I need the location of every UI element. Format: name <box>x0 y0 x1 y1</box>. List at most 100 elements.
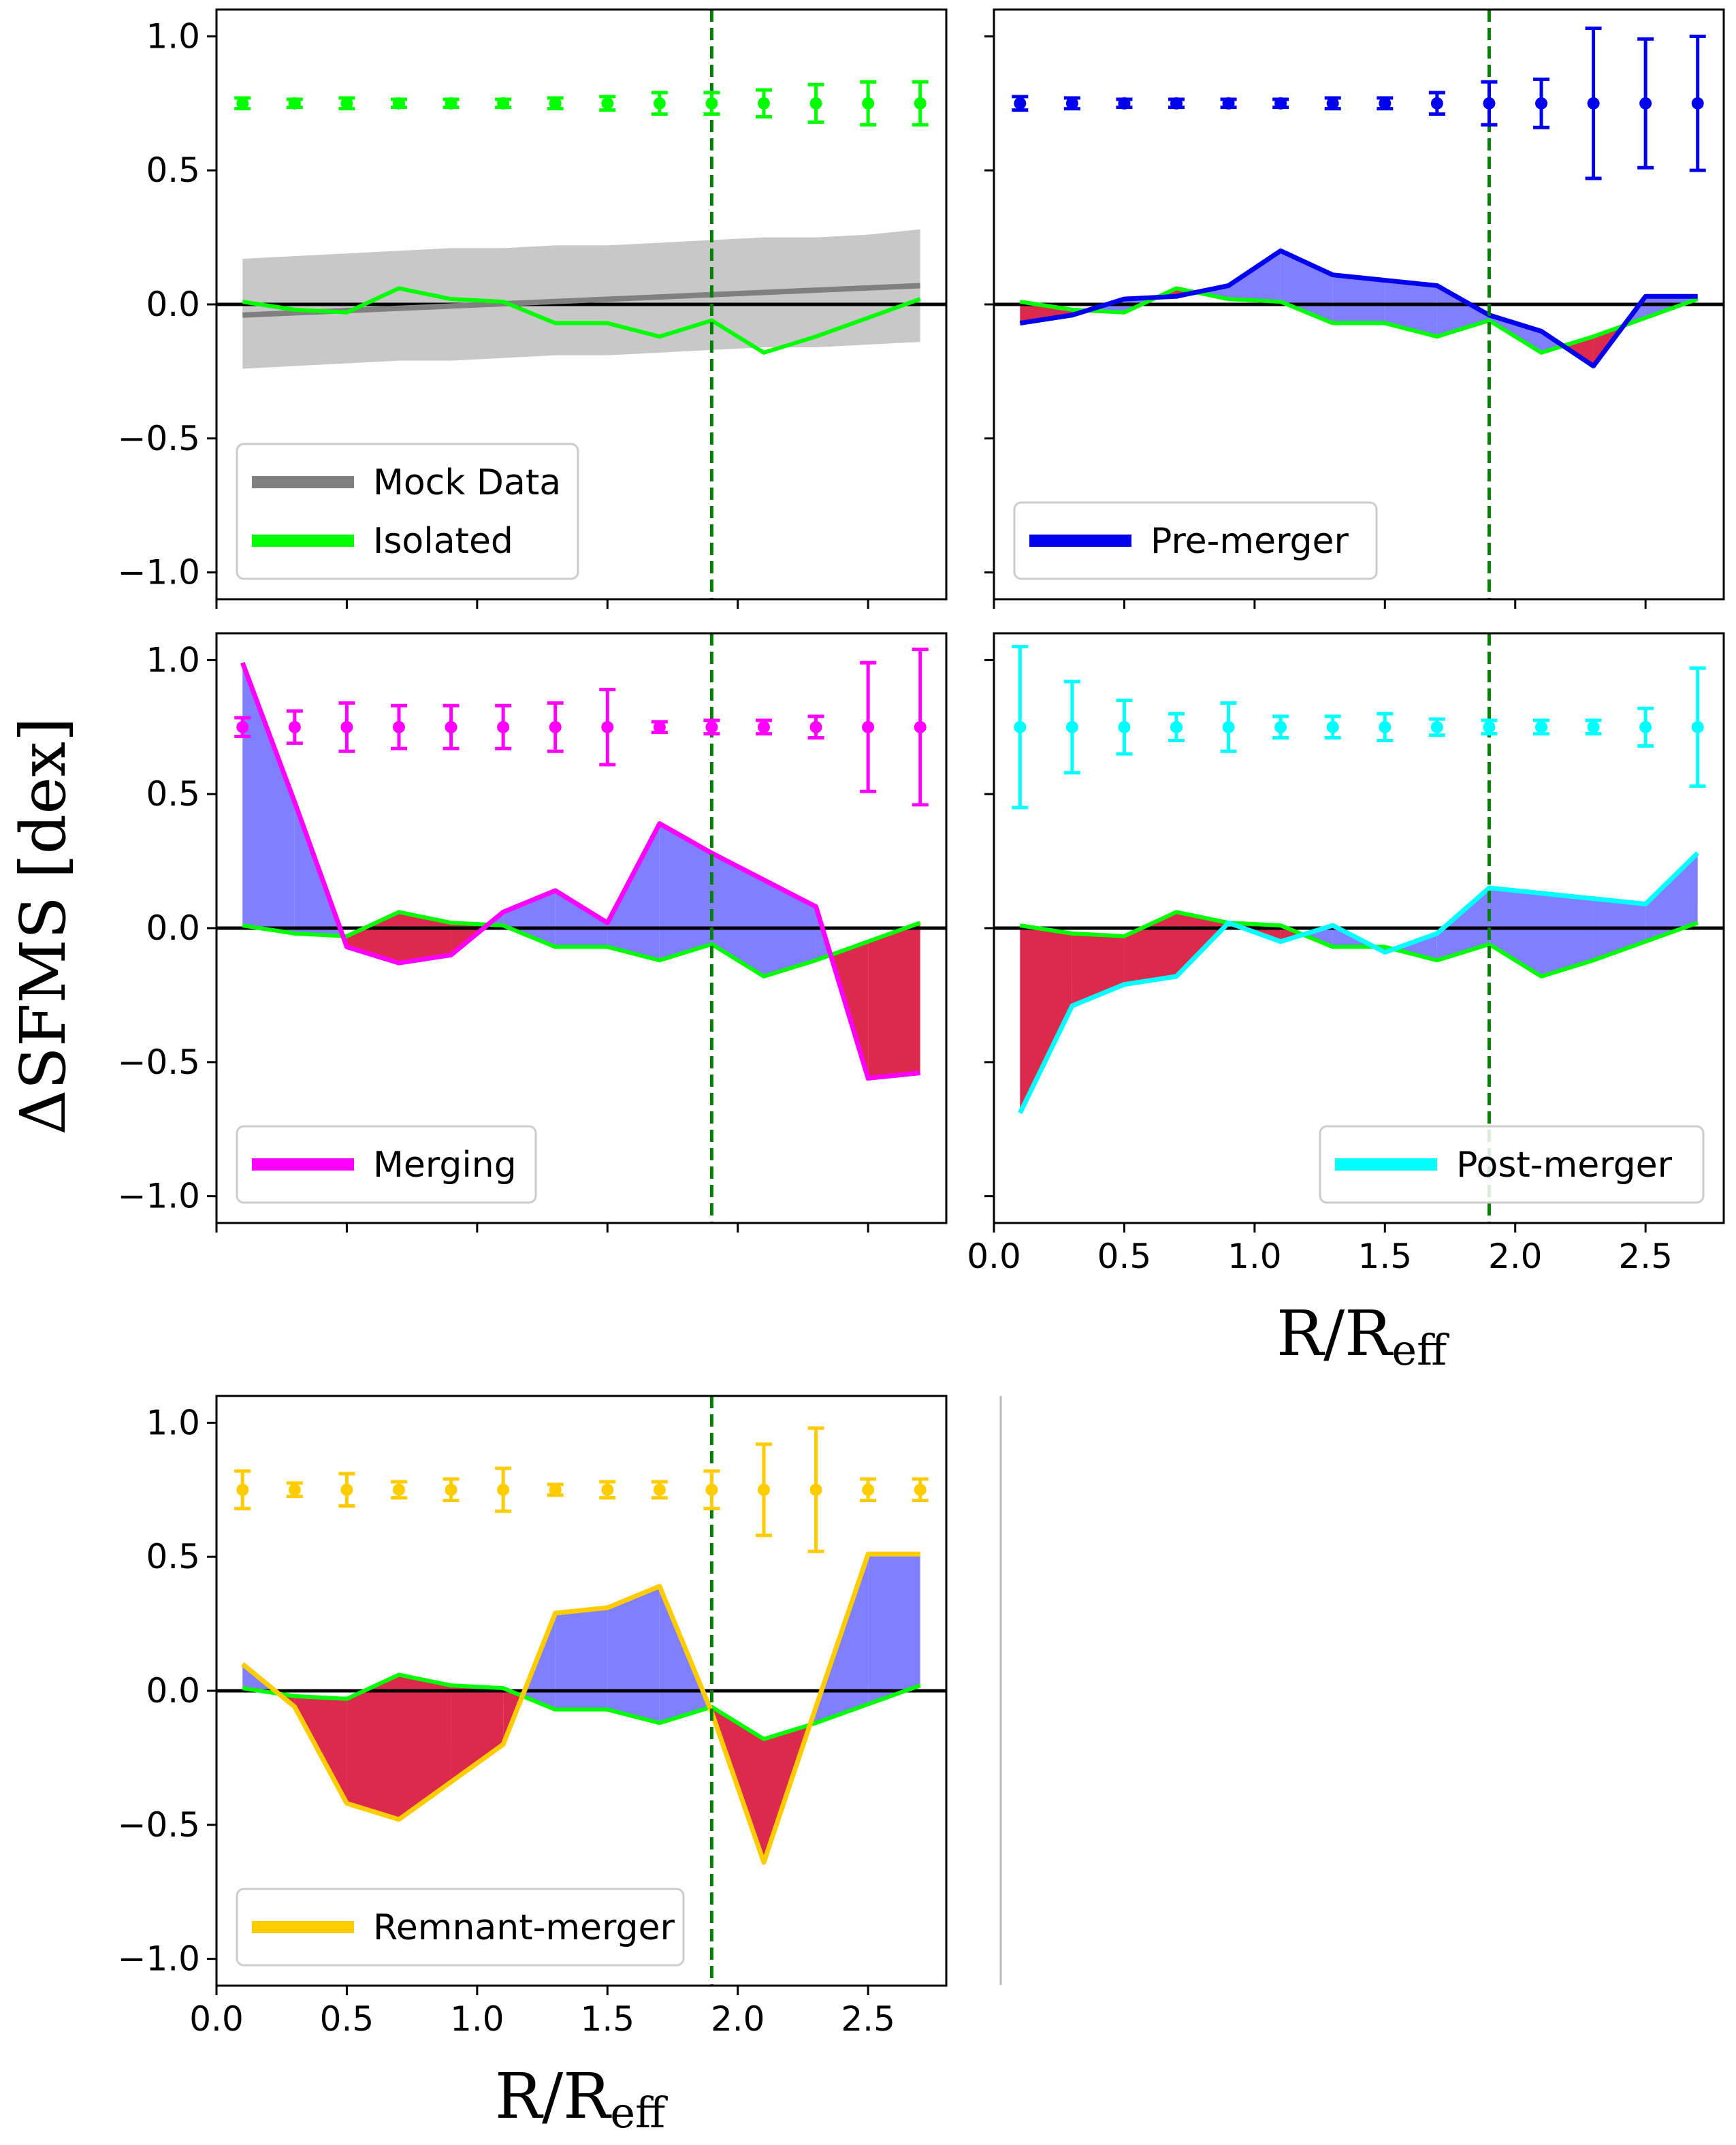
errorbar <box>912 80 929 127</box>
fill-between-segment <box>242 663 295 934</box>
errorbar <box>807 1426 824 1553</box>
errorbar-point <box>288 720 301 733</box>
x-tick-label: 2.5 <box>1618 1237 1673 1276</box>
errorbar-point <box>914 97 927 110</box>
errorbar-point <box>1535 97 1547 110</box>
errorbar <box>1689 666 1706 788</box>
panel-merging: −1.0 −0.5 0.0 0.5 1.0 Merging <box>118 632 948 1233</box>
y-tick-label: 1.0 <box>146 16 200 56</box>
errorbar-point <box>809 720 822 733</box>
errorbar <box>547 701 564 753</box>
errorbar <box>703 91 720 116</box>
y-tick-label: −0.5 <box>118 1805 200 1845</box>
errorbar <box>807 82 824 124</box>
errorbar <box>599 688 616 767</box>
errorbar-point <box>445 97 457 110</box>
y-tick-label: 0.5 <box>146 1537 200 1576</box>
errorbar-point <box>549 720 562 733</box>
fill-between-segment <box>868 1554 920 1704</box>
errorbar <box>1428 717 1445 737</box>
y-tick-label: 0.5 <box>146 150 200 190</box>
errorbar-point <box>862 1483 875 1496</box>
errorbar-point <box>1065 720 1078 733</box>
errorbar-point <box>601 720 614 733</box>
x-axis-title-bottom-sub: eff <box>610 2088 668 2138</box>
y-axis-title: ΔSFMS [dex] <box>7 717 80 1135</box>
y-tick-label: 0.0 <box>146 908 200 948</box>
fill-between-segment <box>347 1674 399 1820</box>
errorbar <box>756 718 772 736</box>
fill-between-segment <box>1124 912 1176 985</box>
errorbar-point <box>1274 97 1287 110</box>
fill-between-segment <box>659 823 712 961</box>
errorbar <box>1063 96 1080 111</box>
errorbar <box>651 91 668 116</box>
errorbar-point <box>1587 720 1600 733</box>
x-axis-title-top-main: R/R <box>1276 1297 1394 1370</box>
errorbar-point <box>288 97 301 110</box>
errorbar-point <box>601 97 614 110</box>
fill-between-segment <box>399 912 451 964</box>
errorbar <box>912 1477 929 1503</box>
legend-box <box>236 1888 685 1967</box>
errorbar-point <box>1587 97 1600 110</box>
errorbar-point <box>497 1483 510 1496</box>
errorbar-point <box>809 97 822 110</box>
errorbar <box>443 703 460 750</box>
fill-between-segment <box>1645 853 1698 942</box>
errorbar-point <box>1639 720 1652 733</box>
errorbar <box>443 1477 460 1503</box>
errorbar <box>860 661 877 793</box>
fill-between-segment <box>607 823 660 961</box>
y-tick-label: −1.0 <box>118 1177 200 1216</box>
merging-line <box>240 662 921 1081</box>
errorbar <box>1272 97 1289 110</box>
errorbar-point <box>601 1483 614 1496</box>
errorbar-point <box>340 97 353 110</box>
errorbar-point <box>1326 97 1339 110</box>
errorbar <box>912 648 929 807</box>
fill-between-segment <box>1302 925 1333 947</box>
errorbar-point <box>862 720 875 733</box>
x-tick-label: 0.5 <box>1097 1237 1152 1276</box>
errorbar-point <box>393 720 405 733</box>
errorbar <box>1116 698 1133 756</box>
errorbar-point <box>1222 720 1235 733</box>
errorbar-point <box>653 720 666 733</box>
errorbar <box>391 703 407 750</box>
errorbar <box>1377 96 1394 111</box>
errorbar <box>1533 77 1549 129</box>
legend-box <box>1013 501 1378 580</box>
x-tick-label: 0.0 <box>189 1999 244 2039</box>
panel-post-merger: 0.0 0.5 1.0 1.5 2.0 2.5 Post-merger <box>967 632 1725 1276</box>
errorbar <box>547 96 564 111</box>
errorbar-point <box>1014 97 1027 110</box>
legend-entry: Merging <box>252 1145 517 1186</box>
errorbar <box>1324 714 1341 740</box>
errorbar <box>1063 680 1080 775</box>
legend-label: Remnant-merger <box>373 1907 675 1948</box>
fill-between-segment <box>1436 887 1490 961</box>
y-axis-title-main: ΔSFMS <box>7 896 80 1135</box>
errorbar <box>703 718 720 736</box>
errorbar <box>1272 714 1289 740</box>
errorbar <box>860 1477 877 1503</box>
errorbar-point <box>1379 97 1392 110</box>
errorbar <box>651 1480 668 1500</box>
y-tick-label: 0.0 <box>146 1671 200 1711</box>
errorbar-point <box>1691 720 1704 733</box>
legend-box <box>236 1125 537 1204</box>
errorbar <box>234 1469 251 1510</box>
errorbar <box>1168 97 1185 110</box>
errorbar <box>860 80 877 127</box>
fill-between-segment <box>451 1685 504 1782</box>
errorbar <box>1220 701 1237 753</box>
x-tick-label: 2.0 <box>711 1999 765 2039</box>
errorbar-point <box>758 1483 770 1496</box>
errorbar-point <box>758 720 770 733</box>
errorbar-point <box>236 1483 249 1496</box>
errorbar-point <box>1170 97 1183 110</box>
errorbar <box>599 1480 616 1500</box>
fill-between-segment <box>868 923 920 1079</box>
